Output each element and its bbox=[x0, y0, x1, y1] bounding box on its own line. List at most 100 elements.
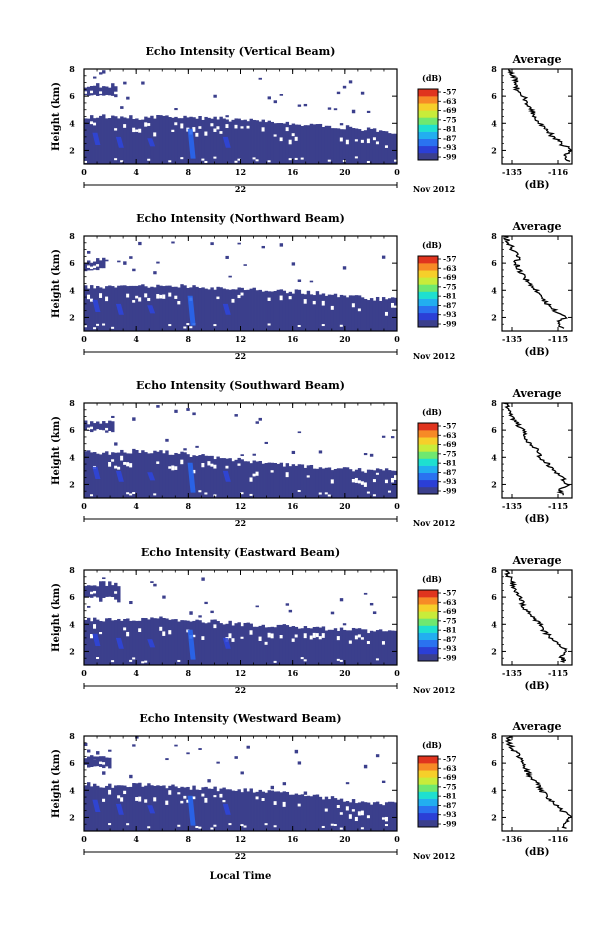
heatmap-cell bbox=[246, 791, 250, 831]
heatmap-cell bbox=[141, 786, 145, 831]
heatmap-speck bbox=[117, 260, 121, 263]
heatmap-gap bbox=[348, 640, 353, 644]
date-label: Nov 2012 bbox=[413, 851, 455, 861]
heatmap-speck bbox=[165, 438, 169, 442]
heatmap-speck bbox=[258, 417, 262, 421]
heatmap-cell bbox=[354, 295, 359, 331]
heatmap-gap bbox=[84, 160, 88, 163]
heatmap-cell bbox=[171, 117, 175, 164]
y-tick-label: 8 bbox=[69, 565, 75, 575]
heatmap-gap bbox=[96, 657, 100, 660]
colorbar-tick-label: -81 bbox=[443, 292, 457, 301]
heatmap-gap bbox=[318, 492, 323, 495]
profile-frame bbox=[501, 68, 573, 165]
x-tick-label: 20 bbox=[339, 668, 351, 678]
heatmap-cell bbox=[333, 468, 338, 498]
heatmap-gap bbox=[240, 824, 244, 827]
heatmap-cell bbox=[369, 804, 374, 831]
heatmap-upper-layer bbox=[102, 257, 106, 269]
heatmap-cell bbox=[246, 289, 250, 331]
heatmap-upper-layer bbox=[108, 581, 112, 597]
colorbar-segment bbox=[418, 444, 438, 452]
beam-panel-2: Echo Intensity (Southward Beam) 2 4 6 8 0 4 8 12… bbox=[51, 379, 573, 528]
y-tick-label: 8 bbox=[69, 731, 75, 741]
heatmap-cell bbox=[330, 470, 335, 498]
heatmap-cell bbox=[375, 468, 380, 498]
heatmap-cell bbox=[378, 130, 383, 164]
heatmap-cell bbox=[165, 618, 169, 665]
heatmap-cell bbox=[297, 289, 302, 331]
heatmap-upper-layer bbox=[84, 263, 88, 272]
heatmap-speck bbox=[123, 81, 127, 85]
heatmap-cell bbox=[252, 287, 256, 331]
heatmap-cell bbox=[336, 468, 341, 498]
heatmap-cell bbox=[90, 452, 94, 498]
profile-line bbox=[504, 735, 572, 829]
heatmap-gap bbox=[393, 305, 398, 308]
heatmap-gap bbox=[96, 323, 100, 326]
heatmap-cell bbox=[363, 298, 368, 331]
heatmap-cell bbox=[156, 115, 160, 164]
colorbar-tick-label: -99 bbox=[443, 153, 457, 162]
heatmap-cell bbox=[132, 119, 136, 164]
heatmap-cell bbox=[198, 620, 202, 665]
heatmap-gap bbox=[255, 471, 259, 476]
heatmap-cell bbox=[372, 802, 377, 831]
heatmap-gap bbox=[219, 131, 223, 134]
colorbar-segment bbox=[418, 653, 438, 662]
heatmap-cell bbox=[243, 788, 247, 831]
heatmap-gap bbox=[183, 795, 187, 799]
heatmap-gap bbox=[168, 790, 172, 795]
heatmap-gap bbox=[393, 159, 398, 162]
heatmap-gap bbox=[297, 325, 302, 327]
heatmap-gap bbox=[327, 159, 332, 162]
heatmap-cell bbox=[270, 626, 275, 665]
heatmap-cell bbox=[207, 788, 211, 831]
heatmap-streak bbox=[187, 462, 196, 493]
x-tick-label: 4 bbox=[133, 334, 139, 344]
heatmap-streak bbox=[147, 805, 156, 814]
heatmap-cell bbox=[270, 790, 275, 831]
colorbar-unit: (dB) bbox=[422, 73, 442, 83]
heatmap-cell bbox=[321, 127, 326, 164]
heatmap-cell bbox=[177, 287, 181, 331]
heatmap-gap bbox=[108, 789, 112, 795]
heatmap-cells bbox=[84, 405, 398, 498]
heatmap-speck bbox=[345, 782, 350, 785]
heatmap-cell bbox=[177, 788, 181, 831]
colorbar-segment bbox=[418, 479, 438, 488]
colorbar-segment bbox=[418, 96, 438, 104]
heatmap-cell bbox=[192, 285, 196, 331]
heatmap-speck bbox=[261, 245, 265, 249]
heatmap-streak bbox=[147, 639, 156, 648]
heatmap-gap bbox=[213, 824, 217, 827]
heatmap-cell bbox=[126, 787, 130, 831]
heatmap-gap bbox=[354, 635, 359, 640]
heatmap-cell bbox=[234, 623, 238, 665]
heatmap-cell bbox=[348, 469, 353, 498]
heatmap-speck bbox=[198, 748, 202, 750]
heatmap-cells bbox=[84, 736, 398, 831]
heatmap-gap bbox=[219, 793, 223, 798]
heatmap-streak bbox=[222, 470, 231, 482]
heatmap-cell bbox=[390, 297, 395, 331]
heatmap-gap bbox=[351, 479, 356, 483]
heatmap-speck bbox=[339, 123, 344, 126]
heatmap-cell bbox=[144, 785, 148, 831]
heatmap-gap bbox=[273, 660, 278, 663]
beam-panel-0: Echo Intensity (Vertical Beam) 2 4 6 8 0 4 8 12 1… bbox=[51, 45, 573, 194]
heatmap-cell bbox=[255, 626, 259, 665]
heatmap-cell bbox=[276, 463, 281, 498]
heatmap-gap bbox=[309, 635, 314, 640]
heatmap-cell bbox=[153, 450, 157, 498]
heatmap-cell bbox=[351, 627, 356, 665]
heatmap-speck bbox=[318, 450, 323, 454]
heatmap-upper-layer bbox=[105, 757, 109, 767]
colorbar-segment bbox=[418, 604, 438, 612]
colorbar-segment bbox=[418, 423, 438, 431]
colorbar-tick-label: -93 bbox=[443, 310, 457, 319]
heatmap-cell bbox=[321, 799, 326, 831]
heatmap-cell bbox=[207, 117, 211, 164]
heatmap-gap bbox=[264, 823, 268, 826]
heatmap-speck bbox=[363, 453, 368, 456]
